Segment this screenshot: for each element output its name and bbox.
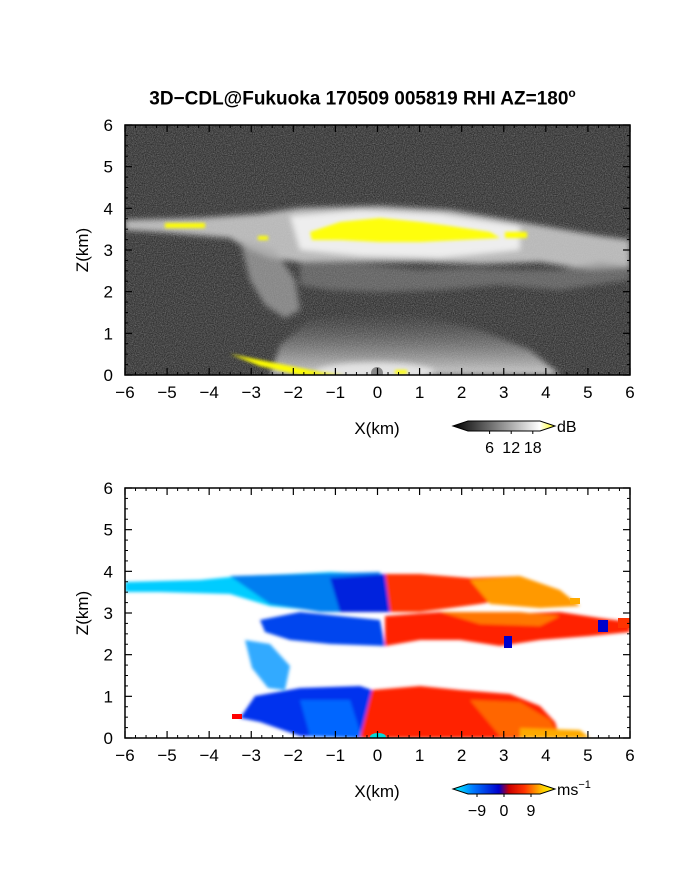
- middle-layer-recede: [385, 612, 630, 646]
- x-tick-label: −5: [157, 746, 176, 765]
- x-tick-label: 1: [415, 746, 424, 765]
- y-tick-label: 3: [104, 241, 113, 260]
- velocity-axes: −6 −5 −4 −3 −2 −1 0 1 2 3 4 5 6 0 1 2 3 4 5 6: [104, 479, 635, 765]
- x-tick-label: −1: [326, 746, 345, 765]
- x-tick-label: 0: [373, 746, 382, 765]
- y-tick-label: 0: [104, 366, 113, 385]
- y-tick-label: 5: [104, 158, 113, 177]
- velocity-field: [125, 488, 630, 738]
- saturated-returns: [165, 218, 527, 375]
- x-tick-label: −3: [242, 383, 261, 402]
- intensity-colorbar: dB 6 12 18: [451, 419, 577, 457]
- chart-title: 3D−CDL@Fukuoka 170509 005819 RHI AZ=180o: [0, 86, 680, 110]
- y-tick-label: 0: [104, 729, 113, 748]
- title-degree: o: [568, 86, 576, 100]
- y-tick-label: 4: [104, 562, 113, 581]
- x-tick-label: 1: [415, 383, 424, 402]
- panel-velocity: −6 −5 −4 −3 −2 −1 0 1 2 3 4 5 6 0 1 2 3 4 5 6 X(km) Z(km) m…: [73, 479, 635, 820]
- x-tick-label: 3: [499, 383, 508, 402]
- velocity-ylabel: Z(km): [73, 591, 92, 635]
- x-tick-label: 4: [541, 746, 550, 765]
- x-tick-label: 0: [373, 383, 382, 402]
- y-tick-label: 6: [104, 479, 113, 498]
- x-tick-label: −6: [115, 746, 134, 765]
- y-tick-label: 2: [104, 283, 113, 302]
- x-tick-label: −1: [326, 383, 345, 402]
- title-text: 3D−CDL@Fukuoka 170509 005819 RHI AZ=180: [149, 88, 569, 110]
- x-tick-label: 4: [541, 383, 550, 402]
- x-tick-label: 3: [499, 746, 508, 765]
- colorbar-tick-label: 18: [524, 440, 542, 457]
- x-tick-label: −2: [284, 746, 303, 765]
- y-tick-label: 2: [104, 646, 113, 665]
- intensity-axes: −6 −5 −4 −3 −2 −1 0 1 2 3 4 5 6 0 1 2 3 4 5 6: [104, 116, 635, 402]
- x-tick-label: 6: [625, 383, 634, 402]
- velocity-xlabel: X(km): [354, 782, 399, 801]
- x-tick-label: −4: [199, 383, 218, 402]
- y-tick-label: 1: [104, 324, 113, 343]
- x-tick-label: −4: [199, 746, 218, 765]
- x-tick-label: 6: [625, 746, 634, 765]
- velocity-colorbar: ms−1 −9 0 9: [451, 779, 591, 820]
- x-tick-label: −2: [284, 383, 303, 402]
- x-tick-label: 5: [583, 383, 592, 402]
- y-tick-label: 3: [104, 604, 113, 623]
- colorbar-tick-label: 12: [502, 440, 520, 457]
- x-tick-label: −5: [157, 383, 176, 402]
- intensity-ylabel: Z(km): [73, 228, 92, 272]
- colorbar-tick-label: 6: [485, 440, 494, 457]
- intensity-field: [125, 125, 630, 375]
- descending-plume: [245, 640, 290, 690]
- colorbar-tick-label: −9: [468, 803, 486, 820]
- colorbar-tick-label: 9: [527, 803, 536, 820]
- velocity-colorbar-unit: ms−1: [557, 779, 591, 799]
- x-tick-label: −6: [115, 383, 134, 402]
- y-tick-label: 5: [104, 521, 113, 540]
- intensity-colorbar-unit: dB: [557, 419, 577, 436]
- y-tick-label: 1: [104, 687, 113, 706]
- velocity-colorbar-unit-base: ms: [557, 782, 578, 799]
- intensity-xlabel: X(km): [354, 419, 399, 438]
- y-tick-label: 4: [104, 199, 113, 218]
- x-tick-label: −3: [242, 746, 261, 765]
- x-tick-label: 5: [583, 746, 592, 765]
- y-tick-label: 6: [104, 116, 113, 135]
- x-tick-label: 2: [457, 746, 466, 765]
- velocity-colorbar-unit-exp: −1: [578, 779, 591, 791]
- colorbar-tick-label: 0: [500, 803, 509, 820]
- x-tick-label: 2: [457, 383, 466, 402]
